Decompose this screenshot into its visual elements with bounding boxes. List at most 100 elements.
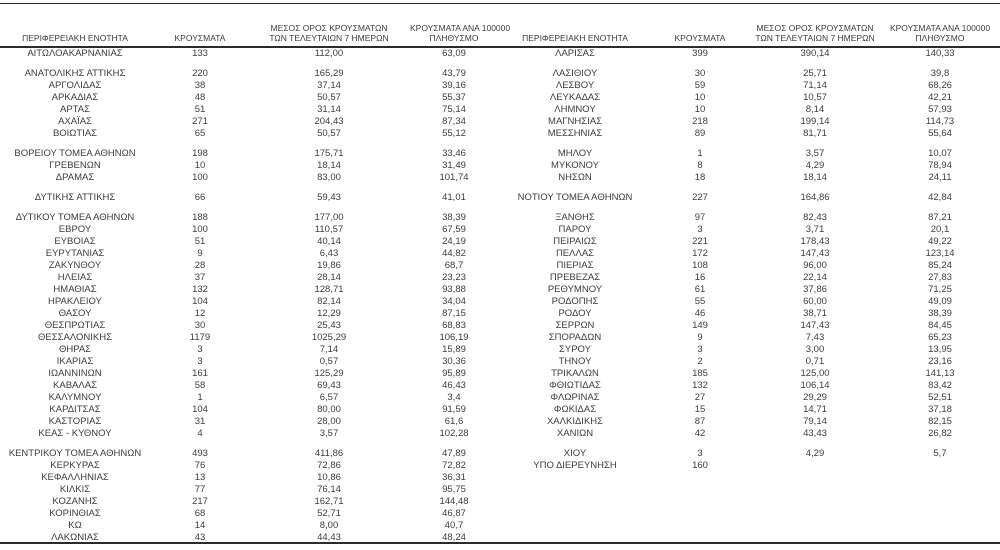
col-header-region: ΠΕΡΙΦΕΡΕΙΑΚΗ ΕΝΟΤΗΤΑ — [522, 32, 628, 43]
table-row: ΑΡΤΑΣ 51 31,14 75,14 — [0, 104, 500, 116]
table-row: ΖΑΚΥΝΘΟΥ 28 19,86 68,7 — [0, 260, 500, 272]
region-cell: ΚΑΣΤΟΡΙΑΣ — [48, 416, 102, 427]
spacer-cell — [0, 184, 500, 192]
region-cell: ΚΕΦΑΛΛΗΝΙΑΣ — [41, 472, 109, 483]
per100k-cell: 140,33 — [925, 48, 955, 59]
avg7-cell: 147,43 — [800, 248, 830, 259]
region-cell: ΡΟΔΟΠΗΣ — [551, 296, 599, 307]
table-row: ΞΑΝΘΗΣ 97 82,43 87,21 — [500, 212, 1000, 224]
avg7-cell: 10,86 — [317, 472, 341, 483]
per100k-cell: 15,89 — [442, 344, 466, 355]
per100k-cell: 34,04 — [442, 296, 466, 307]
per100k-cell: 49,09 — [928, 296, 952, 307]
cases-cell: 198 — [192, 148, 208, 159]
region-cell: ΤΗΝΟΥ — [558, 356, 592, 367]
cases-cell: 30 — [194, 320, 206, 331]
table-row: ΚΕΡΚΥΡΑΣ 76 72,86 72,82 — [0, 460, 500, 472]
region-cell: ΠΕΙΡΑΙΩΣ — [553, 236, 597, 247]
table-row: ΛΑΣΙΘΙΟΥ 30 25,71 39,8 — [500, 68, 1000, 80]
cases-cell: 38 — [194, 80, 206, 91]
per100k-cell: 24,11 — [928, 172, 952, 183]
region-cell: ΚΑΒΑΛΑΣ — [53, 380, 97, 391]
per100k-cell: 106,19 — [439, 332, 469, 343]
region-cell: ΙΩΑΝΝΙΝΩΝ — [48, 368, 102, 379]
cases-cell: 3 — [197, 344, 203, 355]
cases-cell: 66 — [194, 192, 206, 203]
per100k-cell: 27,83 — [928, 272, 952, 283]
table-row: ΗΡΑΚΛΕΙΟΥ 104 82,14 34,04 — [0, 296, 500, 308]
table-row: ΘΑΣΟΥ 12 12,29 87,15 — [0, 308, 500, 320]
spacer-cell — [0, 60, 500, 68]
region-cell: ΛΗΜΝΟΥ — [554, 104, 596, 115]
per100k-cell: 52,51 — [928, 392, 952, 403]
table-row: ΠΕΙΡΑΙΩΣ 221 178,43 49,22 — [500, 236, 1000, 248]
cases-cell: 1 — [197, 392, 203, 403]
region-cell: ΑΡΓΟΛΙΔΑΣ — [48, 80, 102, 91]
table-row: ΛΕΥΚΑΔΑΣ 10 10,57 42,21 — [500, 92, 1000, 104]
avg7-cell: 40,14 — [317, 236, 341, 247]
cases-cell: 12 — [194, 308, 206, 319]
cases-cell: 76 — [194, 460, 206, 471]
table-row: ΚΕΝΤΡΙΚΟΥ ΤΟΜΕΑ ΑΘΗΝΩΝ 493 411,86 47,89 — [0, 448, 500, 460]
avg7-cell: 1025,29 — [311, 332, 347, 343]
cases-cell: 55 — [694, 296, 706, 307]
spacer-cell — [0, 204, 500, 212]
per100k-cell: 42,21 — [928, 92, 952, 103]
table-row: ΤΗΝΟΥ 2 0,71 23,16 — [500, 356, 1000, 368]
per100k-cell: 75,14 — [442, 104, 466, 115]
table-row: ΠΡΕΒΕΖΑΣ 16 22,14 27,83 — [500, 272, 1000, 284]
table-row: ΡΟΔΟΠΗΣ 55 60,00 49,09 — [500, 296, 1000, 308]
avg7-cell: 7,43 — [805, 332, 825, 343]
per100k-cell: 91,59 — [442, 404, 466, 415]
per100k-cell: 39,8 — [930, 68, 950, 79]
avg7-cell: 37,86 — [803, 284, 827, 295]
table-row: ΚΑΛΥΜΝΟΥ 1 6,57 3,4 — [0, 392, 500, 404]
cases-cell: 10 — [694, 104, 706, 115]
table-header: ΠΕΡΙΦΕΡΕΙΑΚΗ ΕΝΟΤΗΤΑ ΚΡΟΥΣΜΑΤΑ ΜΕΣΟΣ ΟΡΟ… — [500, 0, 1000, 48]
table-row: ΣΥΡΟΥ 3 3,00 13,95 — [500, 344, 1000, 356]
region-cell: ΜΑΓΝΗΣΙΑΣ — [548, 116, 602, 127]
col-header-per100k: ΚΡΟΥΣΜΑΤΑ ΑΝΑ 100000 ΠΛΗΘΥΣΜΟ — [889, 23, 991, 43]
per100k-cell: 61,6 — [444, 416, 464, 427]
region-cell: ΖΑΚΥΝΘΟΥ — [48, 260, 102, 271]
group-spacer-row — [500, 184, 1000, 192]
region-cell: ΘΑΣΟΥ — [58, 308, 92, 319]
table-row: ΕΒΡΟΥ 100 110,57 67,59 — [0, 224, 500, 236]
region-cell: ΑΙΤΩΛΟΑΚΑΡΝΑΝΙΑΣ — [27, 48, 123, 59]
cases-cell: 1 — [697, 148, 703, 159]
region-cell: ΕΥΡΥΤΑΝΙΑΣ — [45, 248, 105, 259]
table-row: ΗΛΕΙΑΣ 37 28,14 23,23 — [0, 272, 500, 284]
cases-cell: 227 — [692, 192, 708, 203]
cases-cell: 149 — [692, 320, 708, 331]
table-body: ΑΙΤΩΛΟΑΚΑΡΝΑΝΙΑΣ 133 112,00 63,09 ΑΝΑΤΟΛΙΚΗΣ… — [0, 48, 500, 544]
per100k-cell: 44,82 — [442, 248, 466, 259]
per100k-cell: 55,64 — [928, 128, 952, 139]
avg7-cell: 25,43 — [317, 320, 341, 331]
per100k-cell: 83,42 — [928, 380, 952, 391]
avg7-cell: 76,14 — [317, 484, 341, 495]
avg7-cell: 19,86 — [317, 260, 341, 271]
region-cell: ΦΛΩΡΙΝΑΣ — [550, 392, 600, 403]
region-cell: ΦΩΚΙΔΑΣ — [553, 404, 597, 415]
region-cell: ΝΗΣΩΝ — [558, 172, 592, 183]
region-cell: ΥΠΟ ΔΙΕΡΕΥΝΗΣΗ — [533, 460, 617, 471]
cases-cell: 48 — [194, 92, 206, 103]
per100k-cell: 65,23 — [928, 332, 952, 343]
group-spacer-row — [0, 440, 500, 448]
cases-cell: 27 — [694, 392, 706, 403]
avg7-cell: 3,71 — [805, 224, 825, 235]
avg7-cell: 106,14 — [800, 380, 830, 391]
cases-cell: 13 — [194, 472, 206, 483]
avg7-cell: 6,57 — [319, 392, 339, 403]
header-rule — [0, 46, 1000, 48]
avg7-cell: 390,14 — [800, 48, 830, 59]
avg7-cell: 411,86 — [314, 448, 344, 459]
region-cell: ΗΛΕΙΑΣ — [57, 272, 93, 283]
cases-cell: 3 — [697, 448, 703, 459]
table-row: ΚΩ 14 8,00 40,7 — [0, 520, 500, 532]
table-row: ΠΑΡΟΥ 3 3,71 20,1 — [500, 224, 1000, 236]
group-spacer-row — [0, 184, 500, 192]
avg7-cell: 175,71 — [314, 148, 344, 159]
avg7-cell: 44,43 — [317, 532, 341, 543]
per100k-cell: 82,15 — [928, 416, 952, 427]
